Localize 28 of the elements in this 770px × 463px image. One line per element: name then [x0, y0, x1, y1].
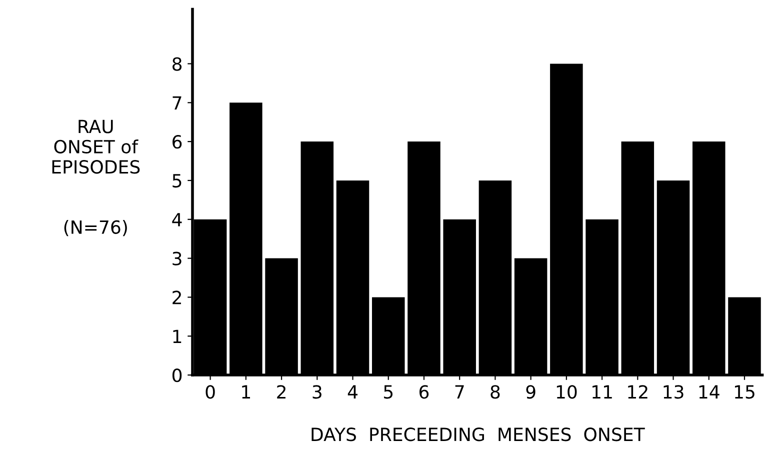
x-tick-label: 11	[592, 385, 612, 398]
x-tick-label: 13	[664, 385, 684, 399]
x-tick-label: 8	[490, 385, 500, 399]
x-axis-title: DAYS PRECEEDING MENSES ONSET	[312, 428, 645, 442]
x-tick-label: 3	[312, 385, 322, 399]
y-tick-label: 0	[172, 368, 182, 382]
x-tick-label: 5	[384, 385, 393, 399]
x-tick-label: 12	[628, 385, 648, 398]
x-tick-label: 1	[242, 385, 250, 398]
text: (N=76)	[64, 220, 127, 236]
y-tick-label: 7	[172, 96, 182, 110]
x-tick-label: 9	[526, 385, 536, 399]
y-tick-label: 4	[172, 213, 182, 226]
y-tick-label: 5	[172, 174, 182, 188]
x-tick-label: 14	[699, 385, 720, 398]
x-tick-label: 7	[455, 385, 464, 398]
y-tick-label: 2	[172, 290, 181, 304]
y-tick-label: 8	[172, 57, 182, 71]
x-tick-label: 10	[556, 385, 577, 399]
y-tick-label: 3	[172, 252, 182, 266]
x-tick-label: 15	[734, 385, 754, 399]
x-tick-label: 2	[277, 385, 286, 398]
y-axis-title: RAU ONSET of EPISODES	[52, 120, 140, 174]
y-tick-label: 6	[172, 135, 182, 149]
x-tick-label: 0	[206, 385, 215, 399]
y-tick-label: 1	[173, 330, 182, 343]
x-tick-label: 4	[348, 385, 358, 398]
x-tick-label: 6	[420, 385, 429, 399]
